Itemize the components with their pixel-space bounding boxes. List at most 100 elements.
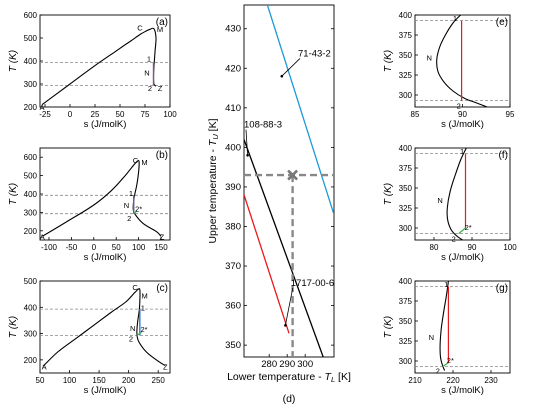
point-label: C (137, 24, 143, 33)
series-saturation (446, 148, 467, 240)
panel-letter: (e) (496, 17, 508, 28)
y-tick-label: 300 (24, 208, 38, 217)
point-label: N (437, 196, 442, 205)
point-label: N (144, 69, 149, 78)
x-axis-label: s (J/molK) (441, 385, 484, 396)
point-label: 2 (148, 84, 152, 93)
x-tick-label: 280 (261, 359, 277, 370)
x-axis-label: s (J/molK) (84, 252, 127, 263)
y-axis-label-sub: U (211, 134, 220, 140)
panel-c: 50 100 150 200 250 200 300 400 500 A CM 1 N 2* 2 Z (c) s … (8, 277, 171, 396)
y-tick-label: 600 (24, 153, 38, 162)
y-tick-label: 420 (225, 63, 241, 74)
y-axis-label: T (K) (383, 183, 394, 205)
curve-label-arrow (245, 129, 248, 156)
panel-letter: (b) (156, 150, 168, 161)
y-tick-label: 325 (399, 204, 413, 213)
point-label: 2 (457, 101, 461, 110)
point-label: 2* (140, 325, 147, 334)
y-axis-label: T (K) (383, 316, 394, 338)
point-label: 2 (452, 234, 456, 243)
y-tick-label: 390 (225, 182, 241, 193)
panel-g: 210 220 230 300 325 350 375 400 1 N 2* 2 (g) s (J/mol… (383, 277, 511, 396)
x-tick-label: 210 (408, 376, 422, 385)
x-tick-label: 90 (468, 243, 477, 252)
axes-frame (243, 4, 335, 358)
curve-label-arrowhead (280, 74, 284, 78)
y-tick-label: 600 (24, 11, 38, 20)
y-tick-label: 400 (24, 57, 38, 66)
x-tick-label: -25 (39, 110, 51, 119)
point-label: N (124, 201, 129, 210)
x-axis-label-sub: L (331, 375, 335, 384)
point-label: A (42, 362, 47, 371)
panel-f: 80 90 100 300 325 350 375 400 1 N 2* 2 (f) s (J/molK)… (383, 144, 517, 263)
y-tick-label: 370 (225, 261, 241, 272)
y-tick-label: 500 (24, 34, 38, 43)
y-tick-label: 325 (399, 71, 413, 80)
y-tick-label: 400 (399, 277, 413, 286)
y-tick-label: 200 (24, 227, 38, 236)
y-tick-label: 300 (399, 91, 413, 100)
curve-label: 1717-00-6 (291, 278, 334, 289)
x-tick-label: 100 (503, 243, 517, 252)
y-tick-label: 300 (399, 357, 413, 366)
x-tick-label: 50 (116, 110, 125, 119)
point-label: A (39, 103, 44, 112)
panel-b: -100 -50 0 50 100 150 200 300 400 500 600 A C M 1N 2* 2 Z… (8, 147, 171, 263)
series-compression (136, 331, 142, 336)
series-line-0 (266, 5, 334, 215)
y-axis-label: T (K) (8, 50, 19, 72)
series-saturation (41, 27, 157, 106)
x-tick-label: 90 (458, 110, 467, 119)
y-tick-label: 350 (225, 340, 241, 351)
x-tick-label: 250 (152, 376, 166, 385)
x-tick-label: 100 (63, 376, 77, 385)
x-tick-label: 75 (141, 110, 150, 119)
series-compression (133, 210, 138, 215)
x-axis-label: s (J/molK) (84, 385, 127, 396)
curve-label-arrowhead (246, 153, 249, 157)
x-tick-label: 0 (92, 243, 97, 252)
point-label: 1 (129, 189, 133, 198)
point-label: 1 (460, 147, 464, 156)
y-tick-label: 400 (399, 11, 413, 20)
point-label: C (133, 156, 139, 165)
series-saturation (436, 15, 488, 107)
axes-frame (414, 147, 511, 241)
x-axis-label-unit: [K] (335, 371, 351, 383)
y-tick-label: 375 (399, 31, 413, 40)
x-axis-label-prefix: Lower temperature - (227, 371, 324, 383)
curve-label-arrow (281, 58, 301, 77)
x-tick-label: 100 (132, 243, 146, 252)
x-tick-label: 25 (91, 110, 100, 119)
axes-frame (414, 280, 511, 374)
point-label: 1 (444, 280, 448, 289)
x-tick-label: -50 (66, 243, 78, 252)
x-tick-label: -100 (41, 243, 58, 252)
x-tick-label: 50 (112, 243, 121, 252)
point-label: C (132, 283, 138, 292)
y-tick-label: 500 (24, 277, 38, 286)
x-axis-label-symbol: T (325, 371, 333, 383)
panel-letter: (f) (499, 150, 508, 161)
series-compression (458, 227, 466, 235)
x-tick-label: 200 (122, 376, 136, 385)
point-label: N (427, 53, 432, 62)
point-label: 2 (436, 367, 440, 376)
y-axis-label: T (K) (8, 316, 19, 338)
point-label: 1 (147, 55, 151, 64)
axes-frame (39, 280, 171, 374)
point-label: Z (160, 233, 165, 242)
x-axis-label: s (J/molK) (441, 119, 484, 130)
y-tick-label: 200 (24, 103, 38, 112)
point-label: 2* (465, 223, 472, 232)
curve-label-arrowhead (284, 324, 287, 327)
y-tick-label: 325 (399, 337, 413, 346)
point-label: M (157, 25, 163, 34)
panel-e: 85 90 95 300 325 350 375 400 1 N 2 (e) s (J/molK) T (… (383, 11, 515, 130)
series-saturation (42, 288, 166, 367)
point-label: 2 (127, 214, 131, 223)
series-saturation (439, 281, 449, 371)
